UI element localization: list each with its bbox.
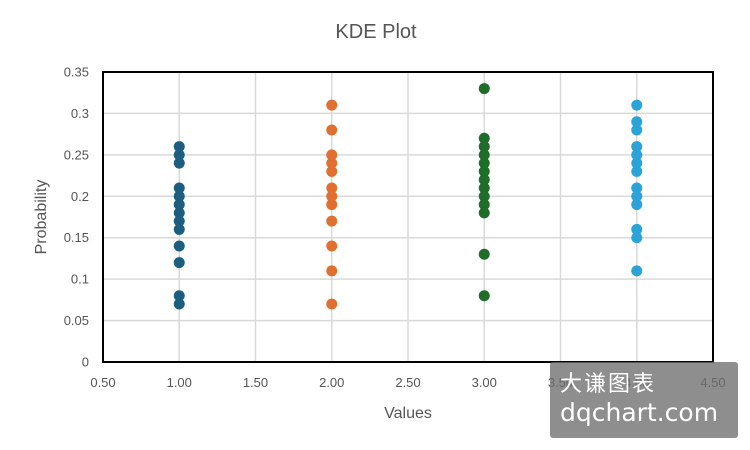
data-point-series-3	[478, 132, 490, 144]
chart-title: KDE Plot	[335, 21, 417, 43]
x-tick-label: 2.50	[395, 375, 420, 390]
data-point-series-4	[631, 190, 643, 202]
x-tick-label: 1.00	[167, 375, 192, 390]
watermark-badge: 大谦图表 dqchart.com	[550, 362, 738, 438]
x-tick-label: 1.50	[243, 375, 268, 390]
x-tick-label: 3.00	[472, 375, 497, 390]
data-point-series-4	[631, 141, 643, 153]
plot-area-border	[102, 71, 714, 363]
data-point-series-3	[478, 207, 490, 219]
data-point-series-4	[631, 232, 643, 244]
data-point-series-1	[173, 290, 185, 302]
data-point-series-1	[173, 298, 185, 310]
data-point-series-4	[631, 199, 643, 211]
data-point-series-2	[326, 199, 338, 211]
data-point-series-3	[478, 149, 490, 161]
data-point-series-1	[173, 199, 185, 211]
data-point-series-1	[173, 190, 185, 202]
data-point-series-1	[173, 223, 185, 235]
data-point-series-1	[173, 157, 185, 169]
data-point-series-4	[631, 265, 643, 277]
data-point-series-2	[326, 265, 338, 277]
gridlines	[102, 71, 714, 363]
data-point-series-3	[478, 199, 490, 211]
data-point-series-4	[631, 157, 643, 169]
y-tick-label: 0	[82, 355, 89, 370]
data-point-series-4	[631, 165, 643, 177]
data-point-series-2	[326, 124, 338, 136]
watermark-site-text: dqchart.com	[560, 398, 719, 427]
data-point-series-2	[326, 298, 338, 310]
data-point-series-1	[173, 240, 185, 252]
data-point-series-4	[631, 149, 643, 161]
data-point-series-4	[631, 223, 643, 235]
y-tick-labels: 0 0.05 0.1 0.15 0.2 0.25 0.3 0.35	[64, 65, 89, 370]
data-point-series-4	[631, 99, 643, 111]
x-axis-title: Values	[384, 405, 432, 422]
data-point-series-1	[173, 149, 185, 161]
data-point-series-1	[173, 141, 185, 153]
data-points	[173, 83, 643, 310]
data-point-series-1	[173, 207, 185, 219]
y-axis-title: Probability	[33, 180, 50, 255]
y-tick-label: 0.15	[64, 230, 89, 245]
data-point-series-3	[478, 174, 490, 186]
data-point-series-2	[326, 190, 338, 202]
data-point-series-4	[631, 182, 643, 194]
data-point-series-3	[478, 157, 490, 169]
data-point-series-2	[326, 165, 338, 177]
data-point-series-2	[326, 240, 338, 252]
watermark-brand-text: 大谦图表	[560, 372, 657, 397]
data-point-series-2	[326, 215, 338, 227]
data-point-series-4	[631, 116, 643, 128]
data-point-series-3	[478, 83, 490, 95]
data-point-series-3	[478, 248, 490, 260]
data-point-series-3	[478, 141, 490, 153]
data-point-series-1	[173, 215, 185, 227]
data-point-series-2	[326, 182, 338, 194]
data-point-series-1	[173, 182, 185, 194]
y-tick-label: 0.1	[71, 272, 89, 287]
data-point-series-3	[478, 182, 490, 194]
data-point-series-2	[326, 149, 338, 161]
y-tick-label: 0.35	[64, 65, 89, 80]
y-tick-label: 0.3	[71, 106, 89, 121]
data-point-series-3	[478, 190, 490, 202]
data-point-series-2	[326, 157, 338, 169]
data-point-series-1	[173, 257, 185, 269]
y-tick-label: 0.2	[71, 189, 89, 204]
x-tick-label: 2.00	[319, 375, 344, 390]
y-tick-label: 0.05	[64, 313, 89, 328]
data-point-series-3	[478, 290, 490, 302]
data-point-series-2	[326, 99, 338, 111]
x-tick-label: 0.50	[90, 375, 115, 390]
y-tick-label: 0.25	[64, 147, 89, 162]
data-point-series-4	[631, 124, 643, 136]
data-point-series-3	[478, 165, 490, 177]
